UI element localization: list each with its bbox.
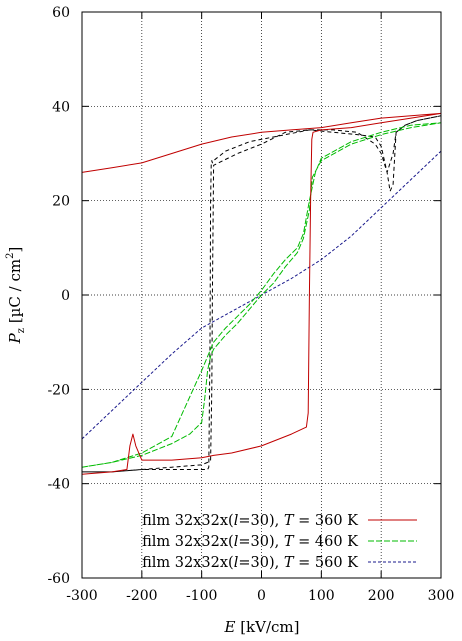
legend-text-part: =30), xyxy=(238,513,283,529)
x-axis-label: E [kV/cm] xyxy=(223,618,299,636)
y-axis-unit-exp: 2 xyxy=(5,253,16,259)
legend-text-part: l xyxy=(234,513,239,529)
series-line-0 xyxy=(81,112,442,475)
y-axis-unit-close: ] xyxy=(6,247,24,253)
legend-text-part: T xyxy=(284,534,295,550)
legend-text-part: =30), xyxy=(238,534,283,550)
legend-text-part: T xyxy=(284,513,295,529)
x-tick-label: -100 xyxy=(186,588,217,604)
y-tick-label: -20 xyxy=(47,382,70,398)
series-line-3 xyxy=(82,115,442,473)
x-tick-label: 300 xyxy=(428,588,455,604)
x-axis-unit: [kV/cm] xyxy=(235,618,299,636)
legend-text-part: = 360 K xyxy=(294,513,360,529)
y-axis-subscript: z xyxy=(16,328,27,333)
series-layer xyxy=(81,112,442,475)
legend-text-part: film 32x32x( xyxy=(142,513,234,529)
legend-text-part: l xyxy=(234,555,239,571)
legend-text-part: film 32x32x( xyxy=(142,534,234,550)
x-tick-label: 200 xyxy=(368,588,395,604)
y-tick-label: 0 xyxy=(61,288,70,304)
legend-text-part: = 460 K xyxy=(294,534,360,550)
x-tick-label: -300 xyxy=(66,588,97,604)
series-line-1 xyxy=(81,122,442,468)
x-tick-label: 0 xyxy=(257,588,266,604)
y-tick-label: -40 xyxy=(47,477,70,493)
y-tick-label: 40 xyxy=(52,99,70,115)
x-tick-label: -200 xyxy=(126,588,157,604)
legend-text-part: =30), xyxy=(238,555,283,571)
y-tick-label: 60 xyxy=(52,5,70,21)
legend-entry-text: film 32x32x(l=30), T = 360 K xyxy=(142,513,359,529)
legend-text-part: l xyxy=(234,534,239,550)
y-axis-label: Pz [µC / cm2] xyxy=(5,247,27,345)
x-axis-symbol: E xyxy=(223,618,235,636)
y-tick-label: 20 xyxy=(52,194,70,210)
x-tick-label: 100 xyxy=(308,588,335,604)
legend-text-part: T xyxy=(284,555,295,571)
y-axis-symbol: P xyxy=(6,332,24,344)
y-axis-unit-open: [µC / cm xyxy=(6,259,24,328)
y-tick-label: -60 xyxy=(47,571,70,587)
legend-text-part: = 560 K xyxy=(294,555,360,571)
legend-entry-text: film 32x32x(l=30), T = 460 K xyxy=(142,534,359,550)
legend-text-part: film 32x32x( xyxy=(142,555,234,571)
legend-entry-text: film 32x32x(l=30), T = 560 K xyxy=(142,555,359,571)
